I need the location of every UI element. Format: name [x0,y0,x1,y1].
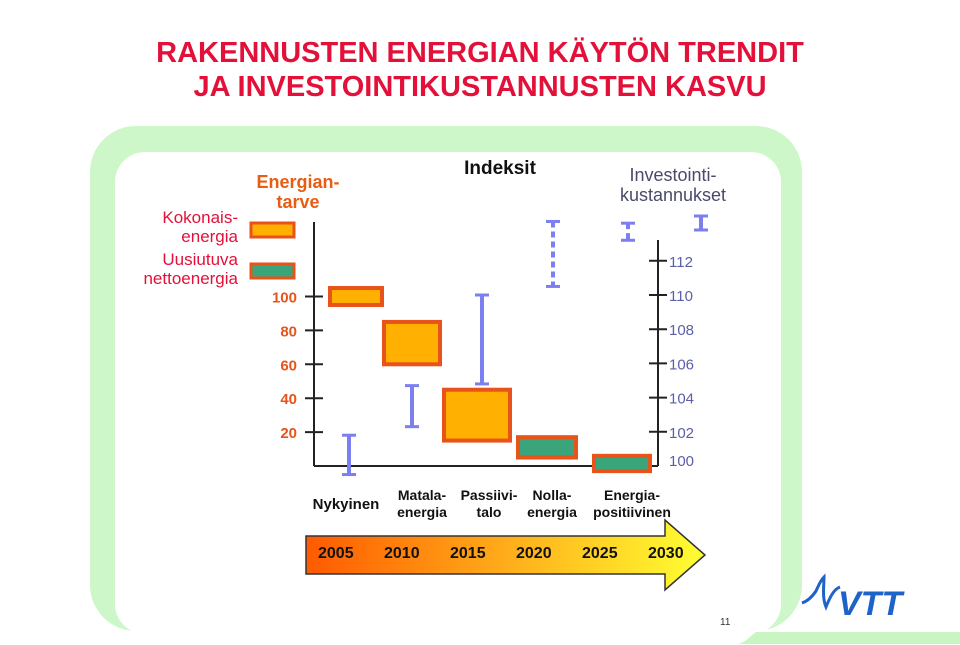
legend-swatch-total-energy [249,221,296,239]
left-tick-label-100: 100 [272,290,297,307]
timeline-year-2030: 2030 [648,545,684,562]
renewable-box-3 [516,435,578,460]
legend-renewable: Uusiutuva nettoenergia [100,250,238,288]
energy-need-header-line2: tarve [276,192,320,212]
category-label-1-line-1: energia [397,504,447,520]
category-label-1-line-0: Matala- [397,487,447,503]
right-tick-label-106: 106 [669,356,694,373]
category-label-3-line-0: Nolla- [532,487,572,503]
category-label-2: Passiivi-talo [429,487,549,521]
legend-swatch-renewable [249,262,296,280]
vtt-logo-text: VTT [838,585,905,623]
category-label-2-line-0: Passiivi- [460,487,518,503]
page-number: 11 [720,617,731,628]
category-label-0-line-0: Nykyinen [312,496,380,513]
category-label-3-line-1: energia [527,504,577,520]
right-tick-label-104: 104 [669,391,694,408]
category-label-0: Nykyinen [286,496,406,513]
page-title-line2: JA INVESTOINTIKUSTANNUSTEN KASVU [193,71,767,103]
energy-need-header-line1: Energian- [256,172,340,192]
timeline-arrow [305,518,707,592]
energy-need-header: Energian- tarve [248,172,348,212]
legend-renewable-line1: Uusiutuva [162,250,238,269]
category-label-3: Nolla-energia [492,487,612,521]
category-label-4-line-1: positiivinen [593,504,671,520]
page-number-tab [700,632,960,644]
right-tick-label-112: 112 [669,254,693,271]
legend-total-line1: Kokonais- [162,208,238,227]
total_energy-box-1 [382,319,442,367]
category-label-4: Energia-positiivinen [572,487,692,521]
timeline-year-2020: 2020 [516,545,552,562]
right-tick-label-110: 110 [669,288,693,305]
right-tick-label-102: 102 [669,425,694,442]
left-tick-label-60: 60 [280,357,297,374]
legend-renewable-line2: nettoenergia [143,269,238,288]
left-tick-label-80: 80 [280,323,297,340]
left-tick-label-20: 20 [280,425,297,442]
vtt-logo: VTT [801,573,905,623]
investment-header-line1: Investointi- [629,165,717,185]
left-tick-label-40: 40 [280,391,297,408]
right-tick-label-100: 100 [669,453,694,470]
index-header: Indeksit [464,158,536,179]
category-label-1: Matala-energia [362,487,482,521]
total_energy-box-2 [442,387,512,443]
vtt-logo-wave [801,573,841,612]
investment-header-line2: kustannukset [619,185,727,205]
timeline-year-2010: 2010 [384,545,420,562]
timeline-year-2005: 2005 [318,545,354,562]
renewable-box-4 [592,453,652,474]
timeline-year-2015: 2015 [450,545,486,562]
legend-total-line2: energia [181,227,238,246]
category-label-2-line-1: talo [476,504,502,520]
page-title-line1: RAKENNUSTEN ENERGIAN KÄYTÖN TRENDIT [156,37,804,69]
right-tick-label-108: 108 [669,322,694,339]
category-label-4-line-0: Energia- [603,487,660,503]
total_energy-box-0 [328,286,384,307]
investment-header: Investointi- kustannukset [598,165,748,205]
legend-total-energy: Kokonais- energia [110,208,238,246]
timeline-year-2025: 2025 [582,545,618,562]
